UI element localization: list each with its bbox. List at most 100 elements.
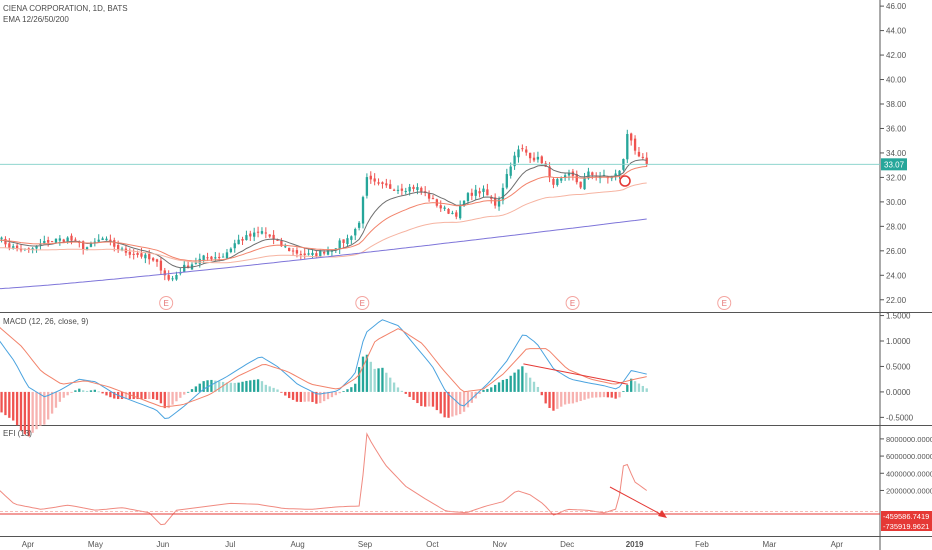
candle-body: [202, 255, 205, 261]
time-tick-label: Nov: [493, 540, 507, 549]
macd-histogram-bar: [377, 368, 380, 392]
macd-histogram-bar: [478, 391, 481, 394]
macd-histogram-bar: [346, 389, 349, 392]
macd-histogram-bar: [66, 391, 69, 396]
macd-histogram-bar: [517, 369, 520, 392]
candle-body: [462, 200, 466, 206]
macd-histogram-bar: [591, 391, 594, 398]
time-tick-label: 2019: [626, 540, 644, 549]
candle-body: [455, 212, 458, 217]
candle-body: [482, 188, 485, 192]
candle-body: [381, 182, 384, 184]
macd-histogram-bar: [54, 391, 58, 408]
candle-body: [225, 252, 229, 259]
earnings-marker-label: E: [570, 299, 575, 308]
candle-body: [214, 257, 217, 259]
candle-body: [163, 270, 166, 276]
macd-histogram-bar: [43, 391, 46, 425]
candle-body: [552, 179, 555, 185]
candle-body: [556, 179, 559, 186]
macd-histogram-bar: [626, 384, 629, 392]
candle-body: [35, 245, 38, 249]
candle-body: [245, 235, 248, 241]
candle-body: [43, 240, 46, 244]
ema-12-line: [0, 159, 647, 269]
candle-body: [563, 175, 567, 178]
candle-body: [361, 197, 365, 224]
candle-body: [389, 184, 392, 189]
divergence-trendline: [523, 363, 628, 385]
price-tick-label: 28.00: [886, 222, 907, 231]
macd-histogram-bar: [89, 390, 93, 392]
macd-histogram-bar: [357, 367, 361, 392]
macd-histogram-bar: [641, 385, 645, 392]
macd-histogram-bar: [214, 380, 217, 392]
candle-body: [47, 240, 50, 243]
candle-body: [116, 245, 120, 250]
efi-arrow-shaft: [609, 486, 665, 517]
candle-body: [291, 250, 295, 252]
candle-body: [439, 205, 442, 209]
macd-histogram-bar: [630, 378, 633, 392]
macd-histogram-bar: [136, 391, 139, 400]
candle-body: [62, 239, 65, 242]
candle-body: [253, 232, 256, 237]
macd-histogram-bar: [493, 384, 497, 392]
candle-body: [319, 250, 322, 257]
macd-histogram-bar: [35, 391, 38, 430]
candle-body: [560, 178, 563, 181]
candle-body: [614, 173, 617, 177]
macd-histogram-bar: [319, 391, 322, 404]
signal-line: [0, 327, 647, 408]
candle-body: [587, 171, 590, 179]
candle-body: [175, 274, 178, 280]
candle-body: [280, 240, 283, 247]
candle-body: [194, 262, 198, 264]
efi-legend: EFI (13): [3, 428, 32, 439]
candle-body: [536, 156, 540, 160]
macd-histogram-bar: [210, 379, 213, 392]
macd-histogram-bar: [606, 391, 610, 398]
macd-histogram-bar: [322, 391, 326, 402]
macd-histogram-bar: [567, 391, 571, 404]
efi-value-badge: [881, 511, 932, 521]
macd-tick-label: 0.0000: [886, 388, 911, 397]
candle-body: [179, 272, 182, 274]
macd-histogram-bar: [256, 379, 260, 392]
macd-histogram-bar: [583, 391, 586, 400]
candle-body: [326, 250, 330, 255]
candle-body: [186, 265, 190, 269]
macd-histogram-bar: [369, 361, 372, 392]
candle-body: [288, 247, 291, 251]
candle-body: [392, 189, 396, 191]
efi-tick-label: 6000000.0000: [886, 452, 932, 461]
earnings-marker-label: E: [722, 299, 727, 308]
macd-histogram-bar: [163, 391, 166, 409]
candle-body: [97, 239, 100, 242]
macd-histogram-bar: [128, 391, 131, 400]
macd-histogram-bar: [113, 391, 116, 399]
macd-histogram-bar: [12, 391, 15, 421]
macd-histogram-bar: [408, 391, 411, 397]
macd-histogram-bar: [245, 380, 248, 392]
efi-value-label: -735919.9621: [883, 522, 929, 531]
macd-histogram-bar: [253, 379, 256, 392]
macd-histogram-bar: [105, 391, 108, 396]
candle-body: [15, 245, 19, 249]
candle-body: [109, 239, 112, 242]
candle-body: [637, 151, 641, 157]
macd-histogram-bar: [194, 386, 198, 392]
price-tick-label: 46.00: [886, 2, 907, 11]
macd-histogram-bar: [93, 389, 96, 392]
candle-body: [66, 237, 69, 242]
candle-body: [630, 133, 633, 141]
candle-body: [497, 199, 501, 207]
macd-histogram-bar: [272, 387, 275, 392]
time-tick-label: Sep: [358, 540, 373, 549]
candle-body: [474, 189, 477, 196]
candle-body: [74, 239, 77, 241]
macd-histogram-bar: [416, 391, 419, 404]
candle-body: [459, 205, 462, 219]
candle-body: [365, 177, 369, 196]
macd-histogram-bar: [544, 391, 547, 404]
